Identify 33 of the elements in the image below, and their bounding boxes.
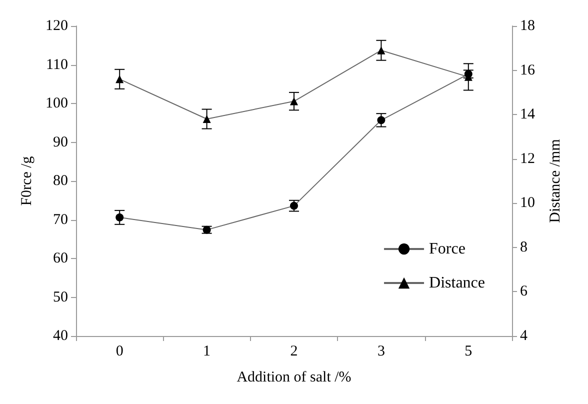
x-tick-label: 2 xyxy=(290,344,298,360)
point xyxy=(377,116,386,124)
y-tick-label: 50 xyxy=(53,289,68,306)
y-tick-label: 100 xyxy=(46,96,68,112)
y-tick-label: 110 xyxy=(46,56,68,73)
y-tick-label: 80 xyxy=(53,173,68,189)
y2-axis-title: Distance /mm xyxy=(548,138,564,223)
y2-tick-label: 16 xyxy=(520,62,536,78)
x-tick-label: 1 xyxy=(203,344,211,360)
point xyxy=(202,115,211,123)
legend-label: Distance xyxy=(429,274,486,292)
y2-tick-label: 4 xyxy=(520,328,528,344)
y-tick-label: 70 xyxy=(53,212,68,228)
y-tick-label: 90 xyxy=(53,134,68,150)
x-axis-title: Addition of salt /% xyxy=(236,370,352,386)
y2-tick-label: 12 xyxy=(520,150,535,167)
y-tick-label: 40 xyxy=(53,328,68,344)
y2-tick-label: 14 xyxy=(520,106,536,123)
x-tick-label: 0 xyxy=(116,344,124,360)
point xyxy=(377,46,386,54)
x-tick-label: 3 xyxy=(377,344,385,360)
y-tick-label: 120 xyxy=(46,18,68,34)
y2-tick-label: 10 xyxy=(520,195,535,212)
y-tick-label: 60 xyxy=(53,250,68,266)
y2-tick-label: 18 xyxy=(520,18,535,34)
y2-tick-label: 6 xyxy=(520,284,528,300)
point xyxy=(116,75,124,84)
x-tick-label: 5 xyxy=(464,344,472,360)
y-axis-title: F0rce /g xyxy=(19,156,36,206)
point xyxy=(290,97,298,106)
point xyxy=(116,213,124,222)
legend-label: Force xyxy=(429,240,466,258)
y2-tick-label: 8 xyxy=(520,239,528,256)
